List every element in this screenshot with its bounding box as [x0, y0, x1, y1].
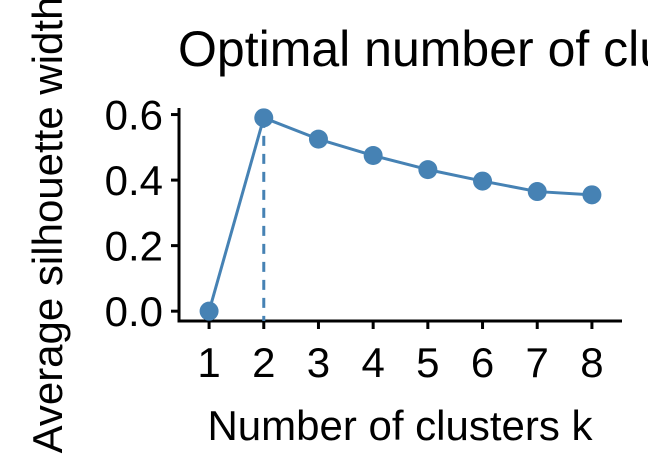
- y-tick-label: 0.6: [105, 92, 163, 139]
- data-point: [254, 108, 274, 128]
- y-tick-label: 0.4: [105, 157, 163, 204]
- series-line: [207, 116, 593, 312]
- data-point: [473, 171, 493, 191]
- y-tick-label: 0.2: [105, 223, 163, 270]
- chart-title: Optimal number of clusters: [178, 21, 648, 77]
- x-tick-label: 8: [580, 339, 603, 386]
- x-tick-label: 3: [307, 339, 330, 386]
- data-point: [582, 185, 602, 205]
- x-tick-label: 7: [526, 339, 549, 386]
- data-point: [308, 129, 328, 149]
- x-tick-label: 5: [416, 339, 439, 386]
- data-point: [527, 182, 547, 202]
- y-tick-label: 0.0: [105, 288, 163, 335]
- x-axis-label: Number of clusters k: [207, 402, 593, 449]
- x-tick-label: 6: [471, 339, 494, 386]
- x-tick-label: 1: [197, 339, 220, 386]
- x-tick-label: 2: [252, 339, 275, 386]
- data-point: [418, 160, 438, 180]
- data-point: [199, 301, 219, 321]
- y-axis-label: Average silhouette width: [24, 0, 71, 453]
- data-point: [363, 146, 383, 166]
- x-tick-label: 4: [361, 339, 384, 386]
